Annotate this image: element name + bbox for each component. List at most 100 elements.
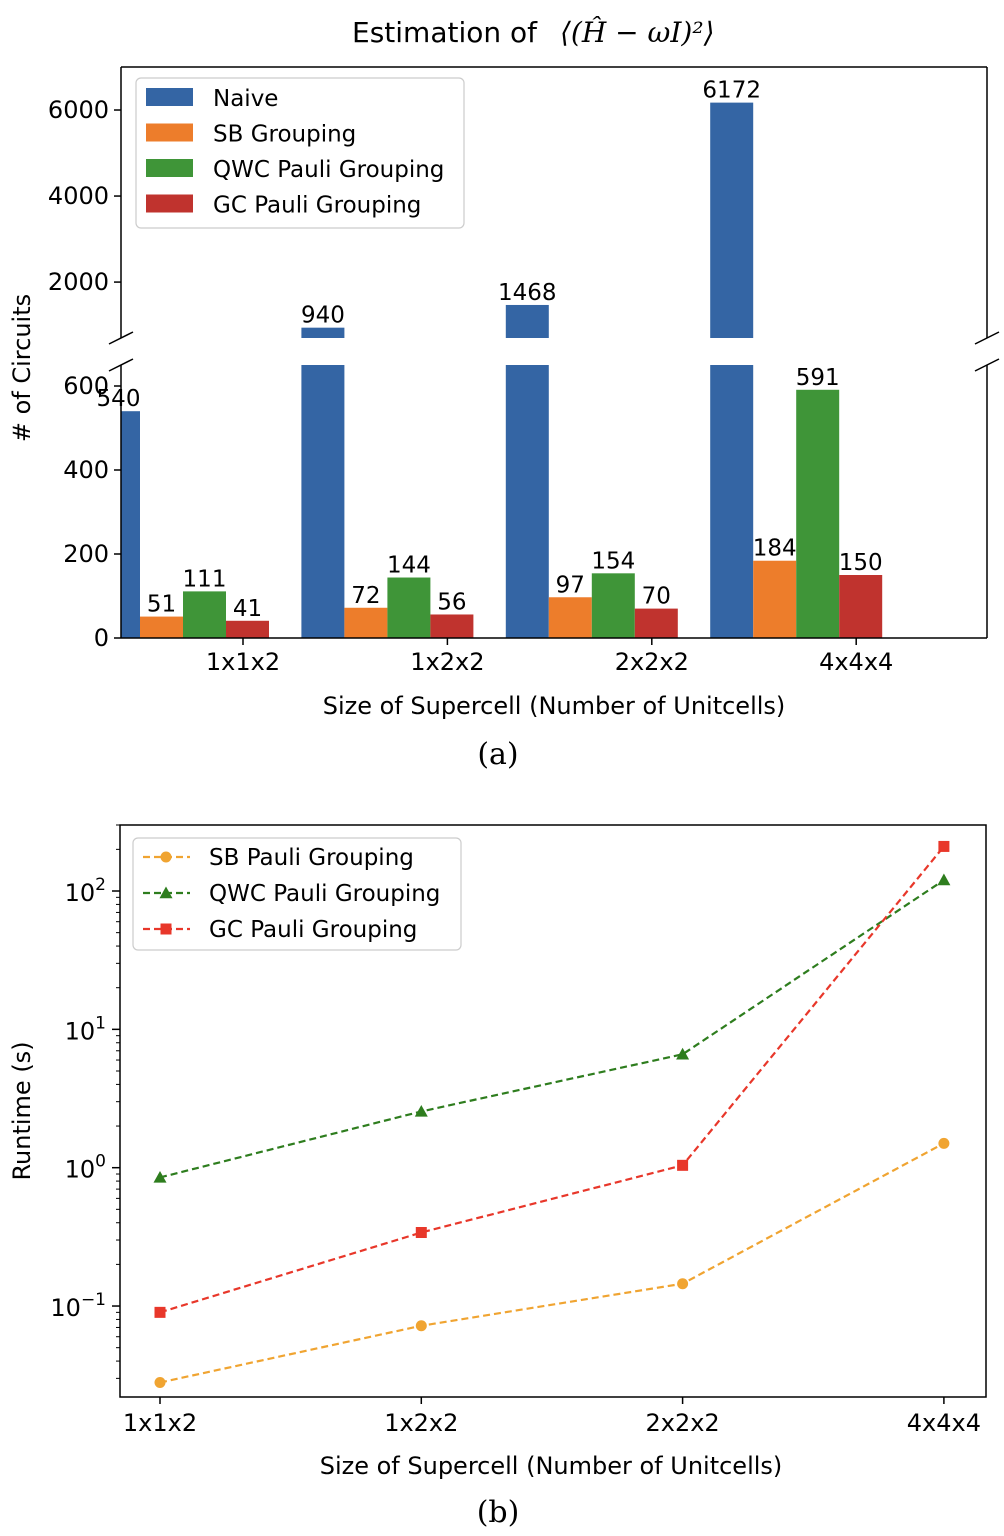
legend-marker [160, 851, 172, 863]
data-point-sb-pauli-grouping [154, 1377, 166, 1389]
chart-a-ylabel: # of Circuits [8, 294, 36, 442]
chart-a-axes: 540 940 1468 6172 51 72 97 184 111 144 154 591 41 56 7… [48, 78, 893, 676]
y-tick-label: 100 [65, 1152, 106, 1184]
x-tick-label: 2x2x2 [615, 648, 689, 676]
legend-label: SB Grouping [213, 122, 356, 148]
chart-a-title-math: ⟨(Ĥ − ωI)²⟩ [560, 16, 715, 49]
data-point-sb-pauli-grouping [938, 1137, 950, 1149]
legend-swatch [146, 159, 193, 177]
y-tick-label: 2000 [48, 268, 109, 296]
bar-value-label: 540 [97, 386, 141, 412]
y-tick-label: 6000 [48, 96, 109, 124]
break-mark-right-lower [974, 358, 1000, 372]
chart-b: 10−1 100 101 102 1x1x2 1x2x2 2x2x2 4x4x4 SB Pau… [8, 824, 987, 1530]
chart-a-lower-bars [121, 365, 883, 638]
y-tick-label: 101 [65, 1013, 106, 1045]
bar-lower-gc-pauli-grouping-1x1x2 [226, 620, 269, 638]
chart-a-legend: Naive SB Grouping QWC Pauli Grouping GC Pau… [135, 77, 465, 229]
x-tick-label: 1x2x2 [410, 648, 484, 676]
bar-lower-sb-grouping-4x4x4 [753, 560, 797, 638]
bar-lower-naive-1x2x2 [301, 365, 345, 638]
chart-b-caption: (b) [477, 1495, 520, 1530]
bar-value-label: 184 [753, 536, 797, 562]
bar-lower-naive-2x2x2 [505, 365, 549, 638]
bar-value-label: 144 [387, 553, 431, 579]
bar-value-label: 56 [437, 589, 466, 615]
bar-value-label: 940 [301, 303, 345, 329]
y-tick-label: 200 [63, 540, 109, 568]
break-mark-right-upper [974, 331, 1000, 345]
y-tick-label: 600 [63, 372, 109, 400]
bar-value-label: 1468 [498, 280, 557, 306]
y-tick-label: 400 [63, 456, 109, 484]
bar-value-label: 154 [591, 548, 635, 574]
legend-label: QWC Pauli Grouping [213, 157, 444, 183]
legend-label: Naive [213, 86, 278, 112]
legend-swatch [146, 194, 193, 213]
chart-b-xlabel: Size of Supercell (Number of Unitcells) [320, 1452, 783, 1480]
chart-b-frame [119, 824, 987, 1398]
legend-swatch [146, 88, 193, 106]
legend-label: SB Pauli Grouping [209, 845, 414, 871]
y-tick-label: 4000 [48, 182, 109, 210]
y-tick-label: 102 [65, 875, 106, 907]
bar-upper-naive-4x4x4 [710, 102, 754, 338]
bar-value-label: 150 [839, 550, 883, 576]
series-line-gc-pauli-grouping [159, 845, 945, 1314]
bar-lower-naive-1x1x2 [121, 411, 140, 638]
data-point-gc-pauli-grouping [154, 1306, 166, 1318]
bar-lower-naive-4x4x4 [710, 365, 754, 638]
x-tick-label: 1x2x2 [384, 1409, 458, 1437]
bar-lower-qwc-pauli-grouping-1x2x2 [387, 577, 431, 638]
bar-lower-qwc-pauli-grouping-2x2x2 [591, 573, 635, 638]
bar-value-label: 51 [147, 592, 176, 618]
legend-swatch [146, 123, 193, 142]
data-point-qwc-pauli-grouping [676, 1047, 690, 1060]
break-mark-left-lower [108, 358, 134, 372]
bar-value-label: 97 [556, 572, 585, 598]
bar-value-label: 41 [233, 596, 262, 622]
chart-a-xlabel: Size of Supercell (Number of Unitcells) [323, 692, 786, 720]
bar-value-label: 591 [796, 365, 840, 391]
bar-lower-gc-pauli-grouping-2x2x2 [634, 608, 678, 638]
data-point-qwc-pauli-grouping [414, 1104, 428, 1117]
chart-b-legend-box [132, 837, 462, 951]
x-tick-label: 1x1x2 [206, 648, 280, 676]
data-point-qwc-pauli-grouping [937, 873, 951, 886]
y-tick-label: 10−1 [50, 1290, 106, 1322]
x-tick-label: 2x2x2 [645, 1409, 719, 1437]
bar-value-label: 70 [642, 584, 671, 610]
x-tick-label: 4x4x4 [907, 1409, 981, 1437]
legend-marker [160, 923, 172, 935]
data-point-qwc-pauli-grouping [153, 1170, 167, 1183]
chart-b-legend: SB Pauli Grouping QWC Pauli Grouping GC Pa… [132, 837, 462, 951]
bar-lower-sb-grouping-1x1x2 [140, 616, 183, 638]
chart-b-axes: 10−1 100 101 102 1x1x2 1x2x2 2x2x2 4x4x4 [50, 824, 981, 1437]
bar-lower-qwc-pauli-grouping-4x4x4 [796, 389, 840, 638]
chart-a-upper-bars [301, 102, 754, 338]
bar-value-label: 111 [183, 566, 227, 592]
series-line-qwc-pauli-grouping [159, 879, 945, 1179]
chart-a-legend-box [135, 77, 465, 229]
bar-value-label: 72 [351, 583, 380, 609]
x-tick-label: 1x1x2 [123, 1409, 197, 1437]
chart-a-title-prefix: Estimation of [352, 16, 538, 49]
series-line-sb-pauli-grouping [159, 1142, 945, 1384]
y-tick-label: 0 [94, 624, 109, 652]
data-point-gc-pauli-grouping [938, 840, 950, 852]
data-point-sb-pauli-grouping [677, 1278, 689, 1290]
bar-lower-gc-pauli-grouping-1x2x2 [430, 614, 474, 638]
bar-lower-sb-grouping-2x2x2 [548, 597, 592, 638]
chart-a: Estimation of ⟨(Ĥ − ωI)²⟩ 540 940 1468 6172… [8, 16, 1000, 772]
x-tick-label: 4x4x4 [819, 648, 893, 676]
bar-lower-sb-grouping-1x2x2 [344, 607, 388, 638]
break-mark-left-upper [108, 331, 134, 345]
legend-label: QWC Pauli Grouping [209, 881, 440, 907]
bar-value-label: 6172 [702, 78, 761, 104]
chart-b-series [153, 840, 951, 1389]
legend-marker [159, 886, 173, 899]
bar-upper-naive-1x2x2 [301, 327, 345, 338]
legend-label: GC Pauli Grouping [209, 917, 417, 943]
legend-label: GC Pauli Grouping [213, 193, 421, 219]
